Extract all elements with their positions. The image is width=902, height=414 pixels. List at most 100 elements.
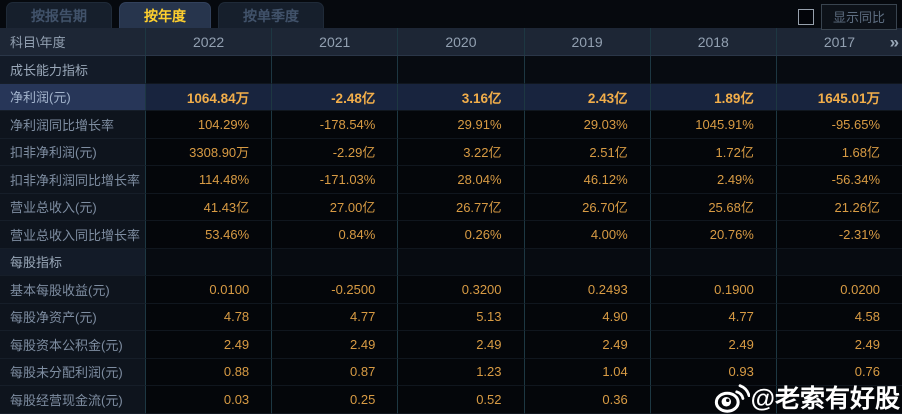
tab-report-period[interactable]: 按报告期 — [6, 2, 112, 28]
cell-value: 0.03 — [145, 386, 272, 414]
year-header-2021: 2021 — [271, 28, 397, 55]
cell-value: 3.16亿 — [397, 83, 524, 111]
row-label: 扣非净利润同比增长率 — [0, 166, 145, 194]
cell-value: 0.93 — [649, 358, 776, 386]
table-row-basic-eps[interactable]: 基本每股收益(元) 0.0100 -0.2500 0.3200 0.2493 0… — [0, 276, 902, 304]
table-row-deducted-net-profit[interactable]: 扣非净利润(元) 3308.90万 -2.29亿 3.22亿 2.51亿 1.7… — [0, 138, 902, 166]
cell-value: 104.29% — [145, 111, 272, 139]
period-tabbar: 按报告期 按年度 按单季度 显示同比 — [0, 0, 902, 30]
cell-value: 1.23 — [397, 358, 524, 386]
cell-value: 4.77 — [271, 303, 398, 331]
year-header-2018: 2018 — [649, 28, 776, 55]
cell-value: -178.54% — [271, 111, 398, 139]
row-label: 每股资本公积金(元) — [0, 331, 145, 359]
tab-quarterly[interactable]: 按单季度 — [218, 2, 324, 28]
cell-value: 1.72亿 — [649, 138, 776, 166]
cell-value: 28.04% — [397, 166, 524, 194]
row-label: 每股经营现金流(元) — [0, 386, 145, 414]
table-row-net-profit[interactable]: 净利润(元) 1064.84万 -2.48亿 3.16亿 2.43亿 1.89亿… — [0, 83, 902, 111]
row-label: 营业总收入同比增长率 — [0, 221, 145, 249]
year-header-2017: 2017 » — [775, 28, 902, 55]
cell-value: 26.70亿 — [523, 193, 650, 221]
cell-value: 4.00% — [523, 221, 650, 249]
cell-value: 1.68亿 — [775, 138, 902, 166]
table-row-operating-cashflow-per-share[interactable]: 每股经营现金流(元) 0.03 0.25 0.52 0.36 — [0, 386, 902, 414]
cell-value: 20.76% — [649, 221, 776, 249]
cell-value: 0.76 — [775, 358, 902, 386]
year-header-2022: 2022 — [145, 28, 271, 55]
year-header-2020: 2020 — [397, 28, 523, 55]
cell-value: 2.43亿 — [523, 83, 650, 111]
cell-value: 1045.91% — [649, 111, 776, 139]
table-row-total-revenue-yoy[interactable]: 营业总收入同比增长率 53.46% 0.84% 0.26% 4.00% 20.7… — [0, 221, 902, 249]
more-years-chevron-icon[interactable]: » — [889, 32, 900, 51]
year-header-2019: 2019 — [523, 28, 650, 55]
cell-value — [649, 386, 776, 414]
cell-value: 1645.01万 — [775, 83, 902, 111]
cell-value: 1.89亿 — [649, 83, 776, 111]
cell-value: 0.1900 — [649, 276, 776, 304]
cell-value: 25.68亿 — [649, 193, 776, 221]
year-header-2017-label: 2017 — [823, 33, 856, 50]
cell-value: 2.49% — [649, 166, 776, 194]
cell-value — [775, 386, 902, 414]
cell-value: 5.13 — [397, 303, 524, 331]
cell-value: -2.29亿 — [271, 138, 398, 166]
table-header-row: 科目\年度 2022 2021 2020 2019 2018 2017 » — [0, 28, 902, 56]
cell-value: -2.48亿 — [271, 83, 398, 111]
cell-value: -0.2500 — [271, 276, 398, 304]
cell-value: 0.84% — [271, 221, 398, 249]
table-row-deducted-net-profit-yoy[interactable]: 扣非净利润同比增长率 114.48% -171.03% 28.04% 46.12… — [0, 166, 902, 194]
cell-value: 0.52 — [397, 386, 524, 414]
cell-value: 21.26亿 — [775, 193, 902, 221]
cell-value: 3.22亿 — [397, 138, 524, 166]
cell-value: -95.65% — [775, 111, 902, 139]
cell-value: -171.03% — [271, 166, 398, 194]
show-yoy-checkbox[interactable] — [797, 9, 814, 25]
cell-value: 114.48% — [145, 166, 272, 194]
row-label: 营业总收入(元) — [0, 193, 145, 221]
cell-value: -56.34% — [775, 166, 902, 194]
table-row-undistributed-profit-per-share[interactable]: 每股未分配利润(元) 0.88 0.87 1.23 1.04 0.93 0.76 — [0, 358, 902, 386]
table-row-net-assets-per-share[interactable]: 每股净资产(元) 4.78 4.77 5.13 4.90 4.77 4.58 — [0, 303, 902, 331]
row-label: 净利润(元) — [0, 83, 145, 111]
cell-value: 2.49 — [775, 331, 902, 359]
cell-value: 26.77亿 — [397, 193, 524, 221]
cell-value: 4.77 — [649, 303, 776, 331]
cell-value: 1.04 — [523, 358, 650, 386]
section-title: 成长能力指标 — [0, 56, 145, 84]
cell-value: 2.49 — [649, 331, 776, 359]
cell-value: 0.87 — [271, 358, 398, 386]
cell-value: 0.88 — [145, 358, 272, 386]
cell-value: 29.03% — [523, 111, 650, 139]
section-row-growth: 成长能力指标 — [0, 56, 902, 84]
table-row-capital-reserve-per-share[interactable]: 每股资本公积金(元) 2.49 2.49 2.49 2.49 2.49 2.49 — [0, 331, 902, 359]
cell-value: 27.00亿 — [271, 193, 398, 221]
cell-value: 0.0200 — [775, 276, 902, 304]
row-label: 每股净资产(元) — [0, 303, 145, 331]
cell-value: 0.3200 — [397, 276, 524, 304]
cell-value: 0.26% — [397, 221, 524, 249]
tab-yearly[interactable]: 按年度 — [119, 2, 211, 28]
row-label: 基本每股收益(元) — [0, 276, 145, 304]
row-label: 净利润同比增长率 — [0, 111, 145, 139]
cell-value: 41.43亿 — [145, 193, 272, 221]
cell-value: 0.2493 — [523, 276, 650, 304]
cell-value: 0.36 — [523, 386, 650, 414]
table-row-total-revenue[interactable]: 营业总收入(元) 41.43亿 27.00亿 26.77亿 26.70亿 25.… — [0, 193, 902, 221]
cell-value: 1064.84万 — [145, 83, 272, 111]
cell-value: 4.90 — [523, 303, 650, 331]
cell-value: 3308.90万 — [145, 138, 272, 166]
cell-value: 2.51亿 — [523, 138, 650, 166]
table-row-net-profit-yoy[interactable]: 净利润同比增长率 104.29% -178.54% 29.91% 29.03% … — [0, 111, 902, 139]
cell-value: 0.25 — [271, 386, 398, 414]
cell-value: 4.58 — [775, 303, 902, 331]
show-yoy-label[interactable]: 显示同比 — [820, 4, 897, 30]
row-label: 每股未分配利润(元) — [0, 358, 145, 386]
cell-value: 0.0100 — [145, 276, 272, 304]
row-label: 扣非净利润(元) — [0, 138, 145, 166]
cell-value: 2.49 — [145, 331, 272, 359]
cell-value: 2.49 — [397, 331, 524, 359]
cell-value: 2.49 — [523, 331, 650, 359]
